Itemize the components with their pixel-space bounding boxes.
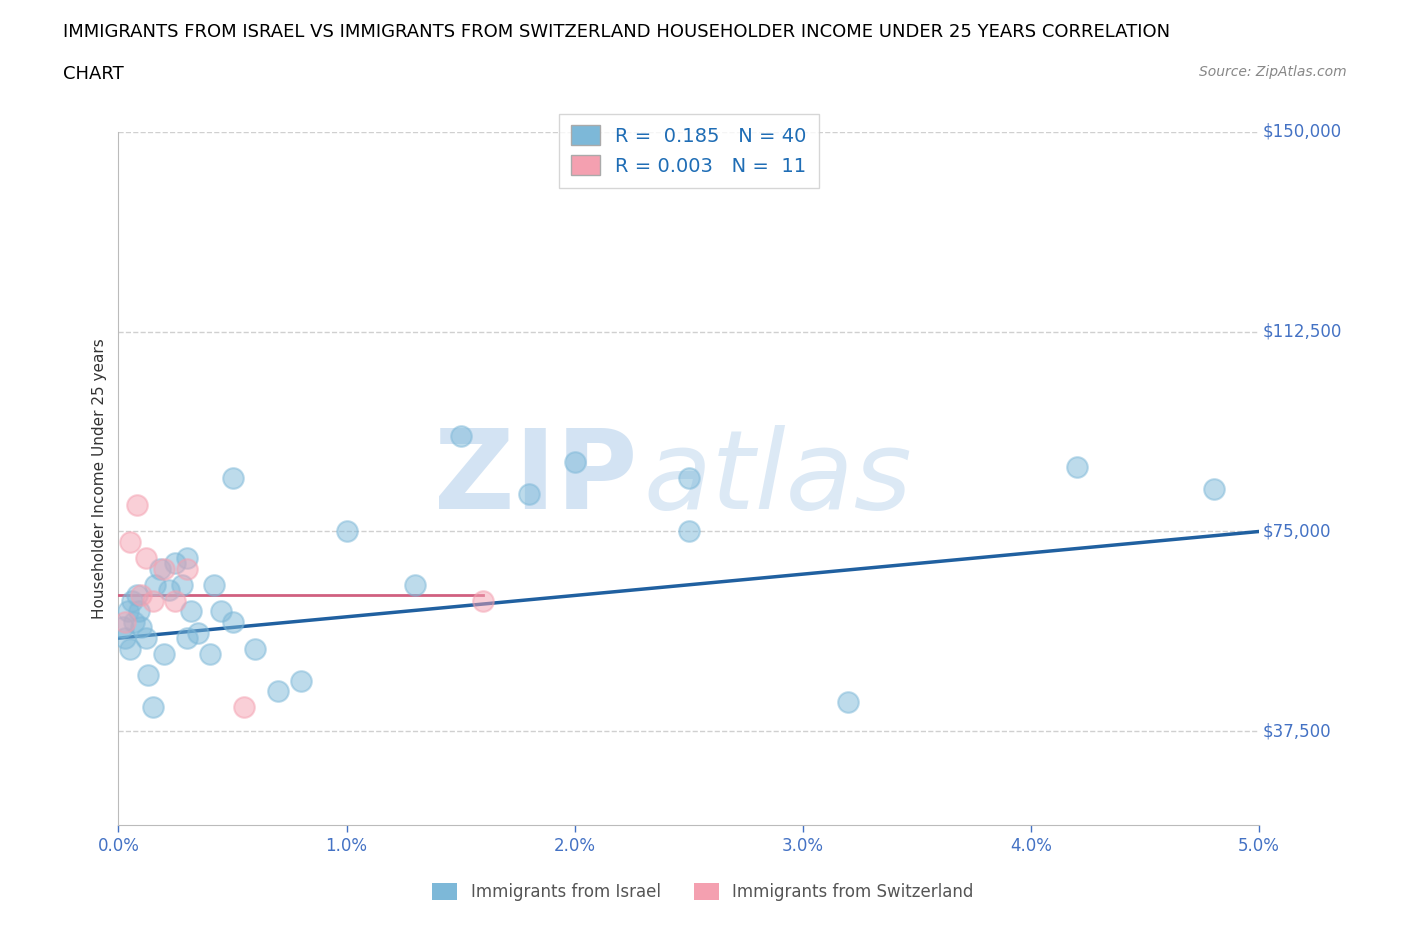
Point — [135, 551, 157, 565]
Point — [1202, 482, 1225, 497]
Point — [176, 631, 198, 645]
Point — [245, 642, 267, 657]
Point — [267, 684, 290, 698]
Point — [142, 700, 165, 715]
Point — [129, 620, 152, 635]
Point — [564, 455, 586, 470]
Text: CHART: CHART — [63, 65, 124, 83]
Point — [121, 593, 143, 608]
Point — [176, 562, 198, 577]
Point — [128, 604, 150, 618]
Point — [221, 471, 243, 485]
Text: $112,500: $112,500 — [1263, 323, 1341, 340]
Point — [143, 578, 166, 592]
Point — [117, 604, 139, 618]
Point — [165, 556, 187, 571]
Point — [157, 583, 180, 598]
Point — [221, 615, 243, 630]
Point — [118, 642, 141, 657]
Point — [148, 562, 170, 577]
Point — [450, 428, 472, 443]
Point — [678, 471, 700, 485]
Text: $75,000: $75,000 — [1263, 523, 1331, 540]
Point — [111, 620, 134, 635]
Point — [118, 535, 141, 550]
Point — [678, 524, 700, 538]
Point — [202, 578, 225, 592]
Point — [1066, 460, 1088, 475]
Point — [142, 593, 165, 608]
Point — [290, 673, 312, 688]
Text: IMMIGRANTS FROM ISRAEL VS IMMIGRANTS FROM SWITZERLAND HOUSEHOLDER INCOME UNDER 2: IMMIGRANTS FROM ISRAEL VS IMMIGRANTS FRO… — [63, 23, 1170, 41]
Point — [404, 578, 426, 592]
Point — [153, 646, 176, 661]
Text: atlas: atlas — [643, 425, 911, 532]
Legend: R =  0.185   N = 40, R = 0.003   N =  11: R = 0.185 N = 40, R = 0.003 N = 11 — [560, 113, 818, 188]
Point — [176, 551, 198, 565]
Point — [114, 631, 136, 645]
Y-axis label: Householder Income Under 25 years: Householder Income Under 25 years — [93, 338, 107, 618]
Point — [232, 700, 254, 715]
Point — [837, 695, 859, 710]
Point — [336, 524, 359, 538]
Point — [165, 593, 187, 608]
Point — [153, 562, 176, 577]
Point — [198, 646, 221, 661]
Point — [517, 486, 540, 501]
Point — [135, 631, 157, 645]
Legend: Immigrants from Israel, Immigrants from Switzerland: Immigrants from Israel, Immigrants from … — [426, 876, 980, 908]
Point — [180, 604, 202, 618]
Point — [187, 625, 209, 640]
Point — [125, 588, 148, 603]
Text: $150,000: $150,000 — [1263, 123, 1341, 140]
Point — [172, 578, 194, 592]
Point — [209, 604, 232, 618]
Point — [472, 593, 495, 608]
Point — [124, 615, 146, 630]
Text: ZIP: ZIP — [434, 425, 637, 532]
Text: $37,500: $37,500 — [1263, 723, 1331, 740]
Text: Source: ZipAtlas.com: Source: ZipAtlas.com — [1199, 65, 1347, 79]
Point — [125, 498, 148, 512]
Point — [129, 588, 152, 603]
Point — [136, 668, 159, 683]
Point — [114, 615, 136, 630]
